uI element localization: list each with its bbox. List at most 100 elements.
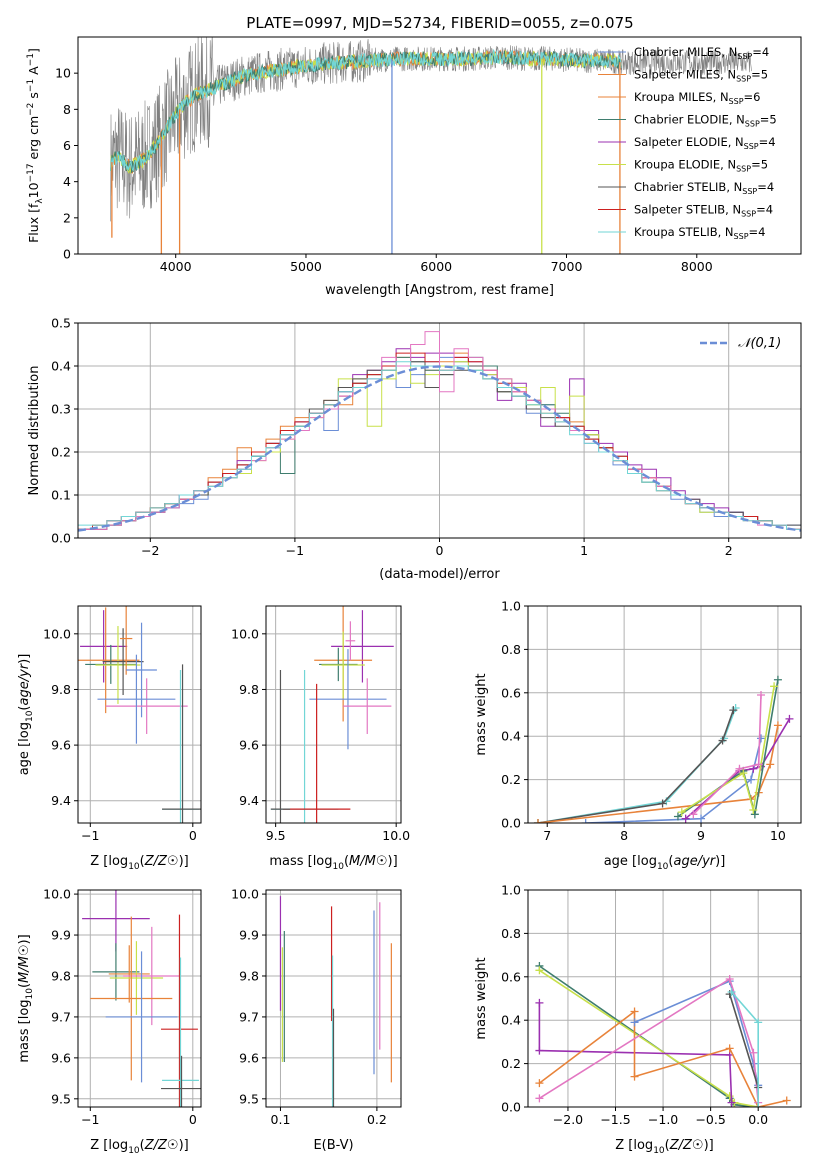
y-tick-label: 9.4 xyxy=(239,793,259,808)
weight-series-line xyxy=(537,707,737,823)
legend-entry: Kroupa MILES, NSSP=6 xyxy=(634,90,760,106)
errorbars xyxy=(279,896,392,1107)
x-tick-label: 0 xyxy=(189,828,197,843)
y-axis-label: mass [log10(M/M☉)] xyxy=(17,934,35,1062)
weight-point-marker xyxy=(689,810,698,819)
y-tick-label: 10.0 xyxy=(231,887,259,902)
x-axis-label: wavelength [Angstrom, rest frame] xyxy=(325,283,554,298)
y-tick-label: 9.8 xyxy=(51,682,71,697)
x-axis-label: Z [log10(Z/Z☉)] xyxy=(90,854,188,872)
legend-entry: Salpeter STELIB, NSSP=4 xyxy=(634,203,773,219)
weight-series-line xyxy=(537,709,735,823)
y-tick-label: 9.6 xyxy=(239,738,259,753)
weight-point-marker xyxy=(749,1048,758,1057)
x-tick-label: 8 xyxy=(620,828,628,843)
weight-series-line xyxy=(728,993,759,1088)
weight-point-marker xyxy=(739,769,748,778)
weight-point-marker xyxy=(725,1092,734,1101)
weight-point-marker xyxy=(630,1007,639,1016)
weight-point-marker xyxy=(630,1072,639,1081)
weight-point-marker xyxy=(673,812,682,821)
axes-frame xyxy=(77,36,802,255)
y-tick-label: 0.4 xyxy=(501,1013,521,1028)
weight-point-marker xyxy=(782,1096,791,1105)
histogram-steps xyxy=(78,331,801,532)
x-tick-label: 5000 xyxy=(290,259,322,274)
x-axis-label: Z [log10(Z/Z☉)] xyxy=(90,1138,188,1156)
y-tick-label: 0.8 xyxy=(501,926,521,941)
y-tick-label: 10 xyxy=(55,66,71,81)
y-tick-label: 0.6 xyxy=(501,685,521,700)
x-tick-label: 4000 xyxy=(160,259,192,274)
x-axis-label: (data-model)/error xyxy=(379,567,500,582)
y-tick-label: 9.8 xyxy=(51,968,71,983)
y-tick-label: 0.6 xyxy=(501,969,521,984)
weight-point-marker xyxy=(773,721,782,730)
x-tick-label: 0.2 xyxy=(367,1112,387,1127)
axes-frame xyxy=(77,889,202,1108)
legend-entry: Salpeter MILES, NSSP=5 xyxy=(634,68,768,84)
y-axis-label: Normed distribution xyxy=(27,366,42,496)
x-tick-label: 1 xyxy=(580,543,588,558)
y-tick-label: 10.0 xyxy=(43,626,71,641)
x-axis-label: E(B-V) xyxy=(313,1138,353,1153)
y-tick-label: 0.3 xyxy=(51,402,71,417)
weight-series-line xyxy=(585,738,762,823)
x-tick-label: 6000 xyxy=(420,259,452,274)
y-tick-label: 6 xyxy=(63,138,71,153)
weight-point-marker xyxy=(757,734,766,743)
y-tick-label: 1.0 xyxy=(501,883,521,898)
weight-series-line xyxy=(538,965,759,1107)
weight-point-marker xyxy=(727,987,736,996)
legend-entry: Kroupa ELODIE, NSSP=5 xyxy=(634,158,768,174)
weight-point-marker xyxy=(773,675,782,684)
weight-point-marker xyxy=(727,1098,736,1107)
weight-point-marker xyxy=(533,819,542,823)
y-tick-label: 9.6 xyxy=(239,1050,259,1065)
x-tick-label: 8000 xyxy=(681,259,713,274)
y-tick-label: 0.0 xyxy=(501,1100,521,1115)
x-tick-label: 10 xyxy=(770,828,786,843)
spectrum-model-line xyxy=(110,50,622,173)
mass-vs-z-panel: −1 0 9.5 9.6 9.7 9.8 9.9 10.0 mass [log10(M/M☉)]… xyxy=(17,887,202,1156)
age-vs-mass-panel: 9.5 10.0 9.4 9.6 9.8 10.0 mass [log10(M/M☉)] xyxy=(231,605,410,872)
y-tick-label: 9.9 xyxy=(239,928,259,943)
y-tick-label: 9.6 xyxy=(51,1050,71,1065)
x-tick-label: −1.0 xyxy=(648,1112,678,1127)
y-tick-label: 9.5 xyxy=(51,1091,71,1106)
weight-point-marker xyxy=(697,814,706,823)
legend-entry: Kroupa STELIB, NSSP=4 xyxy=(634,225,765,241)
y-tick-label: 9.4 xyxy=(51,793,71,808)
weight-point-marker xyxy=(681,814,690,823)
spectrum-title: PLATE=0997, MJD=52734, FIBERID=0055, z=0… xyxy=(246,14,633,32)
weight-point-marker xyxy=(535,966,544,975)
weight-point-marker xyxy=(747,775,756,784)
weight-lines xyxy=(535,961,791,1107)
y-tick-label: 0.4 xyxy=(51,359,71,374)
x-tick-label: 0 xyxy=(189,1112,197,1127)
y-tick-label: 9.6 xyxy=(51,738,71,753)
weight-point-marker xyxy=(535,998,544,1007)
y-axis-label: mass weight xyxy=(474,957,489,1039)
weight-point-marker xyxy=(630,1018,639,1027)
x-tick-label: −1.5 xyxy=(600,1112,630,1127)
y-tick-label: 0.1 xyxy=(51,488,71,503)
spectrum-data-line xyxy=(110,37,752,222)
weight-point-marker xyxy=(535,1094,544,1103)
y-tick-label: 0 xyxy=(63,247,71,262)
weight-vs-age-panel: 7 8 9 10 0.0 0.2 0.4 0.6 0.8 1.0 mass weight age [l… xyxy=(474,599,802,872)
weight-point-marker xyxy=(535,1079,544,1088)
spectrum-panel: PLATE=0997, MJD=52734, FIBERID=0055, z=0… xyxy=(26,14,802,298)
axes-frame xyxy=(527,889,802,1108)
errorbars xyxy=(270,606,394,823)
weight-point-marker xyxy=(754,760,763,769)
x-tick-label: −1 xyxy=(81,828,99,843)
x-tick-label: 7000 xyxy=(551,259,583,274)
x-tick-label: 0.0 xyxy=(748,1112,768,1127)
weight-point-marker xyxy=(718,736,727,745)
weight-point-marker xyxy=(754,1103,763,1107)
y-tick-label: 0.0 xyxy=(51,531,71,546)
weight-series-line xyxy=(681,686,775,813)
y-tick-label: 9.7 xyxy=(239,1009,259,1024)
y-tick-label: 9.7 xyxy=(51,1009,71,1024)
